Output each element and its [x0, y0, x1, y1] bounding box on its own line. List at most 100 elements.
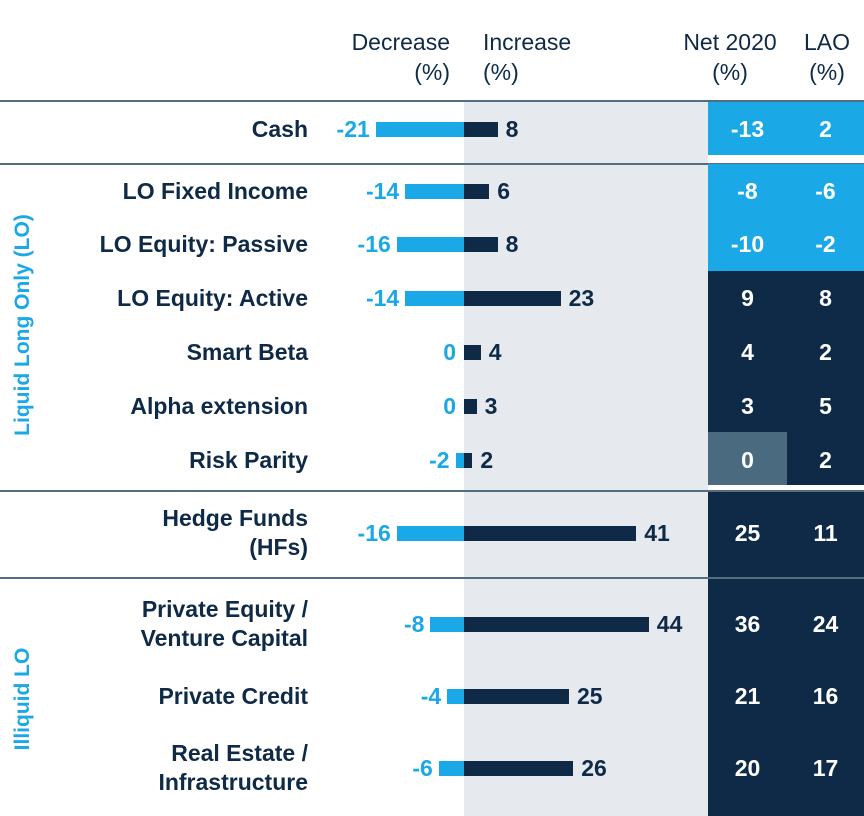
increase-value-label: 25 — [577, 683, 603, 709]
increase-bar — [464, 290, 561, 306]
lao-value: 11 — [813, 519, 838, 546]
net-block — [708, 271, 787, 432]
category-label-line: Infrastructure — [158, 769, 308, 795]
decrease-value-label: 0 — [443, 339, 456, 365]
lao-value: 5 — [819, 392, 832, 419]
net-value: 25 — [734, 519, 761, 546]
net-value: 21 — [734, 682, 761, 709]
category-label-line: Alpha extension — [130, 392, 308, 419]
cash-rule — [0, 163, 864, 165]
increase-value-label: 2 — [480, 447, 494, 473]
category-label-line: Private Credit — [158, 682, 308, 709]
increase-bar — [464, 183, 490, 199]
net-block — [708, 579, 787, 816]
category-label-line: Smart Beta — [186, 338, 308, 365]
category-label: Smart Beta — [8, 338, 308, 367]
lao-value: 2 — [819, 338, 832, 365]
decrease-value-label: -2 — [429, 447, 450, 473]
increase-bar — [464, 525, 637, 541]
lao-value: -2 — [815, 230, 836, 257]
net-block — [708, 432, 787, 485]
decrease-bar — [447, 688, 464, 704]
lao-value: 8 — [819, 284, 832, 311]
increase-value-label: 44 — [656, 611, 683, 637]
category-label: Private Equity / Venture Capital — [8, 595, 308, 653]
decrease-bar — [396, 525, 464, 541]
net-value: 20 — [734, 754, 761, 781]
lao-value: 17 — [812, 754, 839, 781]
increase-value-label: 41 — [644, 520, 670, 546]
decrease-value-label: -8 — [403, 611, 425, 637]
liquid-rule — [0, 490, 864, 492]
net-block — [708, 492, 787, 577]
lao-block — [787, 102, 864, 155]
decrease-header: Decrease (%) — [351, 29, 450, 85]
category-label-line: Venture Capital — [140, 625, 308, 651]
category-label: Real Estate / Infrastructure — [8, 739, 308, 797]
net-block — [708, 102, 787, 155]
lao-value: 2 — [819, 446, 832, 473]
increase-bar — [464, 236, 498, 252]
decrease-value-label: -14 — [365, 178, 400, 204]
net-value: -8 — [737, 177, 758, 204]
category-label: LO Fixed Income — [8, 177, 308, 206]
increase-bar — [464, 688, 569, 704]
net-value: -13 — [730, 115, 765, 142]
lao-value: 24 — [812, 610, 839, 637]
increase-value-label: 6 — [497, 178, 510, 204]
decrease-bar — [375, 121, 464, 137]
decrease-bar — [405, 183, 464, 199]
category-label: Private Credit — [8, 682, 308, 711]
category-label: Alpha extension — [8, 392, 308, 421]
category-label-line: Private Equity / — [141, 596, 308, 622]
lao-value: 16 — [812, 682, 839, 709]
increase-bar — [464, 398, 477, 414]
increase-value-label: 8 — [505, 116, 519, 142]
decrease-bar — [405, 290, 464, 306]
lao-header: LAO (%) — [803, 29, 851, 85]
net-value: 36 — [734, 610, 761, 637]
increase-header: Increase (%) — [483, 29, 572, 85]
net-value: 3 — [741, 392, 754, 419]
category-label: Risk Parity — [8, 446, 308, 475]
increase-bar — [464, 760, 574, 776]
increase-value-label: 3 — [484, 393, 498, 419]
increase-value-label: 26 — [581, 755, 607, 781]
decrease-bar — [430, 616, 464, 632]
decrease-value-label: -16 — [357, 231, 391, 257]
lao-block — [787, 271, 864, 432]
decrease-bar — [438, 760, 464, 776]
category-label-line: Real Estate / — [171, 740, 308, 766]
lao-block — [787, 579, 864, 816]
decrease-value-label: -4 — [420, 683, 442, 709]
lao-value: 2 — [819, 115, 832, 142]
increase-bar — [464, 121, 498, 137]
decrease-value-label: -6 — [412, 755, 433, 781]
increase-bar — [464, 344, 481, 360]
lao-block — [787, 432, 864, 485]
category-label-line: LO Equity: Active — [117, 284, 308, 311]
category-label-line: Hedge Funds — [162, 505, 308, 531]
decrease-bar — [396, 236, 464, 252]
decrease-value-label: -21 — [336, 116, 370, 142]
header-rule — [0, 100, 864, 102]
increase-value-label: 8 — [505, 231, 519, 257]
category-label-line: Cash — [251, 115, 308, 142]
hedge-rule — [0, 577, 864, 579]
lao-block — [787, 492, 864, 577]
increase-value-label: 4 — [488, 339, 502, 365]
net-block — [708, 164, 787, 271]
decrease-bar — [455, 452, 464, 468]
net-header: Net 2020 (%) — [683, 29, 777, 85]
category-label-line: Risk Parity — [189, 446, 308, 473]
category-label-line: LO Fixed Income — [122, 177, 308, 204]
category-label: LO Equity: Passive — [8, 230, 308, 259]
increase-bar — [464, 452, 473, 468]
decrease-value-label: -14 — [365, 285, 400, 311]
lao-block — [787, 164, 864, 271]
category-label: Cash — [8, 115, 308, 144]
category-label: LO Equity: Active — [8, 284, 308, 313]
category-label: Hedge Funds (HFs) — [8, 504, 308, 562]
category-label-line: LO Equity: Passive — [99, 230, 308, 257]
